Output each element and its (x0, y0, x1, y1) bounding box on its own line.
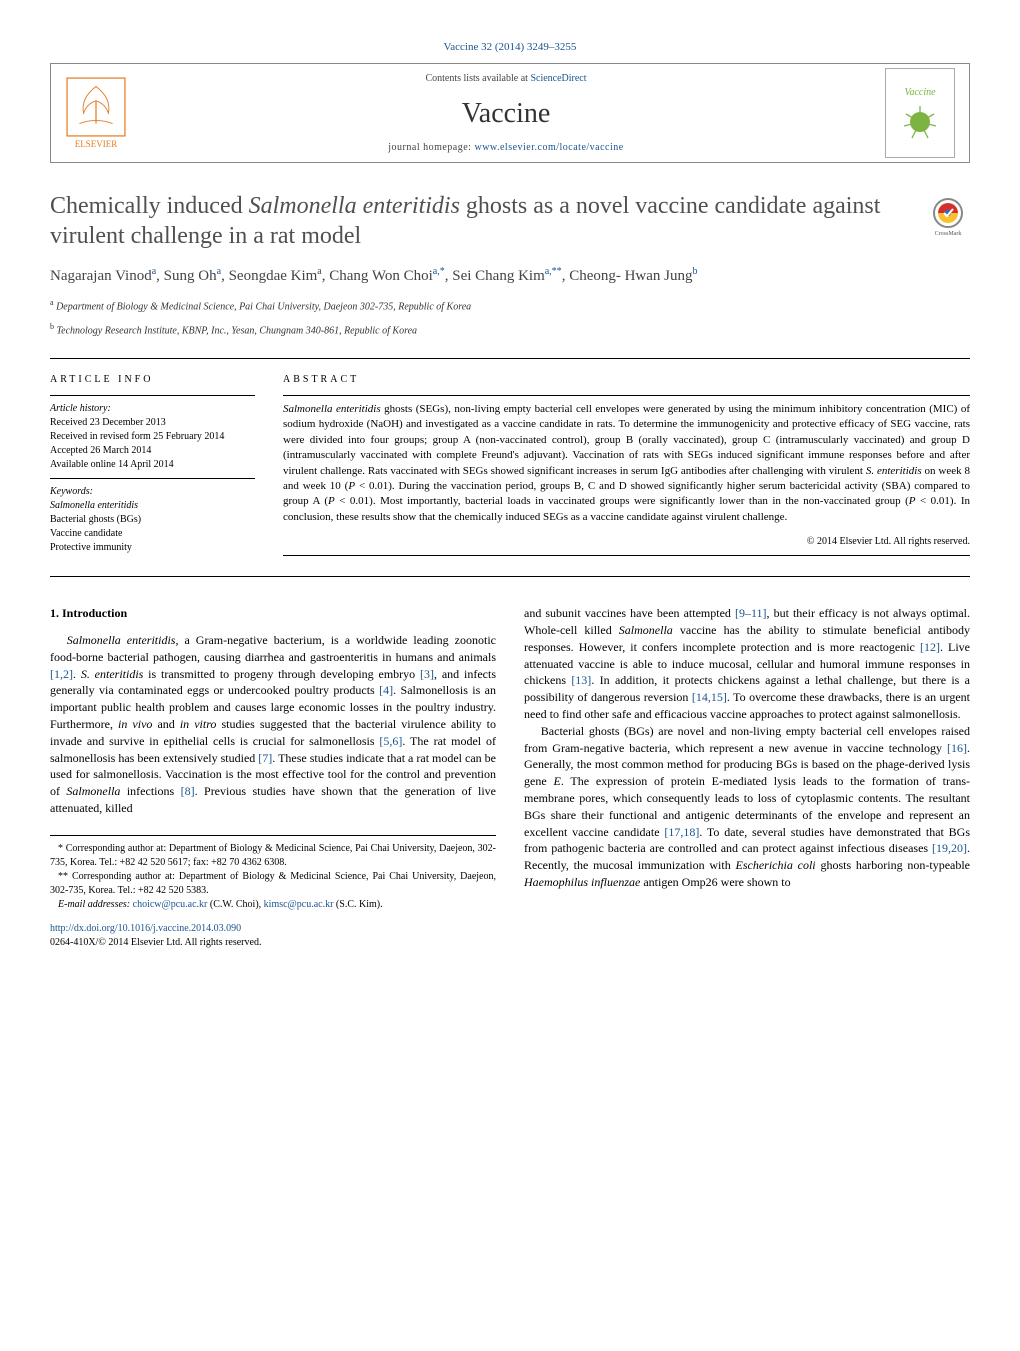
keyword: Salmonella enteritidis (50, 499, 255, 513)
keyword: Bacterial ghosts (BGs) (50, 513, 255, 527)
doi-line: http://dx.doi.org/10.1016/j.vaccine.2014… (50, 922, 496, 936)
email-link-1[interactable]: choicw@pcu.ac.kr (133, 899, 208, 910)
affiliations-block: a Department of Biology & Medicinal Scie… (50, 297, 912, 338)
left-para: Salmonella enteritidis, a Gram-negative … (50, 632, 496, 817)
left-column: 1. Introduction Salmonella enteritidis, … (50, 605, 496, 950)
history-line: Available online 14 April 2014 (50, 458, 255, 472)
header-center: Contents lists available at ScienceDirec… (127, 72, 885, 155)
homepage-prefix: journal homepage: (388, 142, 474, 153)
history-line: Received in revised form 25 February 201… (50, 430, 255, 444)
elsevier-label: ELSEVIER (75, 138, 118, 151)
keywords-label: Keywords: (50, 485, 255, 499)
journal-name: Vaccine (127, 94, 885, 133)
keyword: Vaccine candidate (50, 527, 255, 541)
email-link-2[interactable]: kimsc@pcu.ac.kr (264, 899, 334, 910)
emails-label: E-mail addresses: (58, 899, 130, 910)
footnote-dstar: ** Corresponding author at: Department o… (50, 870, 496, 898)
abstract-text: Salmonella enteritidis ghosts (SEGs), no… (283, 402, 970, 525)
elsevier-tree-icon (65, 76, 127, 138)
section-heading: 1. Introduction (50, 605, 496, 622)
rule-bottom (50, 576, 970, 577)
article-title: Chemically induced Salmonella enteritidi… (50, 191, 912, 251)
author: Sung Oha (164, 268, 221, 284)
footnote-emails: E-mail addresses: choicw@pcu.ac.kr (C.W.… (50, 898, 496, 912)
author: Chang Won Choia,* (329, 268, 444, 284)
sciencedirect-link[interactable]: ScienceDirect (530, 73, 586, 84)
footnotes: * Corresponding author at: Department of… (50, 835, 496, 912)
journal-header: ELSEVIER Contents lists available at Sci… (50, 63, 970, 163)
title-row: Chemically induced Salmonella enteritidi… (50, 191, 970, 344)
contents-prefix: Contents lists available at (425, 73, 530, 84)
author: Sei Chang Kima,** (452, 268, 561, 284)
email-who-2: (S.C. Kim). (333, 899, 382, 910)
info-abstract-row: article info Article history: Received 2… (50, 373, 970, 562)
affiliation: b Technology Research Institute, KBNP, I… (50, 321, 912, 338)
author: Nagarajan Vinoda (50, 268, 156, 284)
author: Cheong- Hwan Jungb (569, 268, 697, 284)
authors-line: Nagarajan Vinoda, Sung Oha, Seongdae Kim… (50, 265, 912, 287)
footnote-star: * Corresponding author at: Department of… (50, 842, 496, 870)
title-block: Chemically induced Salmonella enteritidi… (50, 191, 912, 344)
journal-homepage-line: journal homepage: www.elsevier.com/locat… (127, 141, 885, 155)
doi-link[interactable]: http://dx.doi.org/10.1016/j.vaccine.2014… (50, 923, 241, 934)
homepage-link[interactable]: www.elsevier.com/locate/vaccine (474, 142, 623, 153)
header-citation: Vaccine 32 (2014) 3249–3255 (50, 40, 970, 55)
abstract-copyright: © 2014 Elsevier Ltd. All rights reserved… (283, 535, 970, 549)
right-para-2: Bacterial ghosts (BGs) are novel and non… (524, 723, 970, 891)
cover-virus-icon (900, 100, 940, 140)
article-info: article info Article history: Received 2… (50, 373, 255, 562)
right-para-1: and subunit vaccines have been attempted… (524, 605, 970, 723)
elsevier-logo: ELSEVIER (65, 76, 127, 151)
svg-text:CrossMark: CrossMark (935, 231, 962, 237)
crossmark-icon[interactable]: CrossMark (926, 195, 970, 239)
history-line: Accepted 26 March 2014 (50, 444, 255, 458)
issn-line: 0264-410X/© 2014 Elsevier Ltd. All right… (50, 936, 496, 950)
contents-list-line: Contents lists available at ScienceDirec… (127, 72, 885, 86)
citation-link[interactable]: Vaccine 32 (2014) 3249–3255 (444, 41, 577, 53)
right-column: and subunit vaccines have been attempted… (524, 605, 970, 950)
history-line: Received 23 December 2013 (50, 416, 255, 430)
history-label: Article history: (50, 402, 255, 416)
body-columns: 1. Introduction Salmonella enteritidis, … (50, 605, 970, 950)
abstract-heading: abstract (283, 373, 970, 387)
affiliation: a Department of Biology & Medicinal Scie… (50, 297, 912, 314)
email-who-1: (C.W. Choi), (207, 899, 263, 910)
author: Seongdae Kima (229, 268, 322, 284)
abstract: abstract Salmonella enteritidis ghosts (… (283, 373, 970, 562)
journal-cover-thumb: Vaccine (885, 68, 955, 158)
rule-top (50, 358, 970, 359)
article-info-heading: article info (50, 373, 255, 387)
cover-title: Vaccine (904, 86, 935, 100)
keyword: Protective immunity (50, 541, 255, 555)
